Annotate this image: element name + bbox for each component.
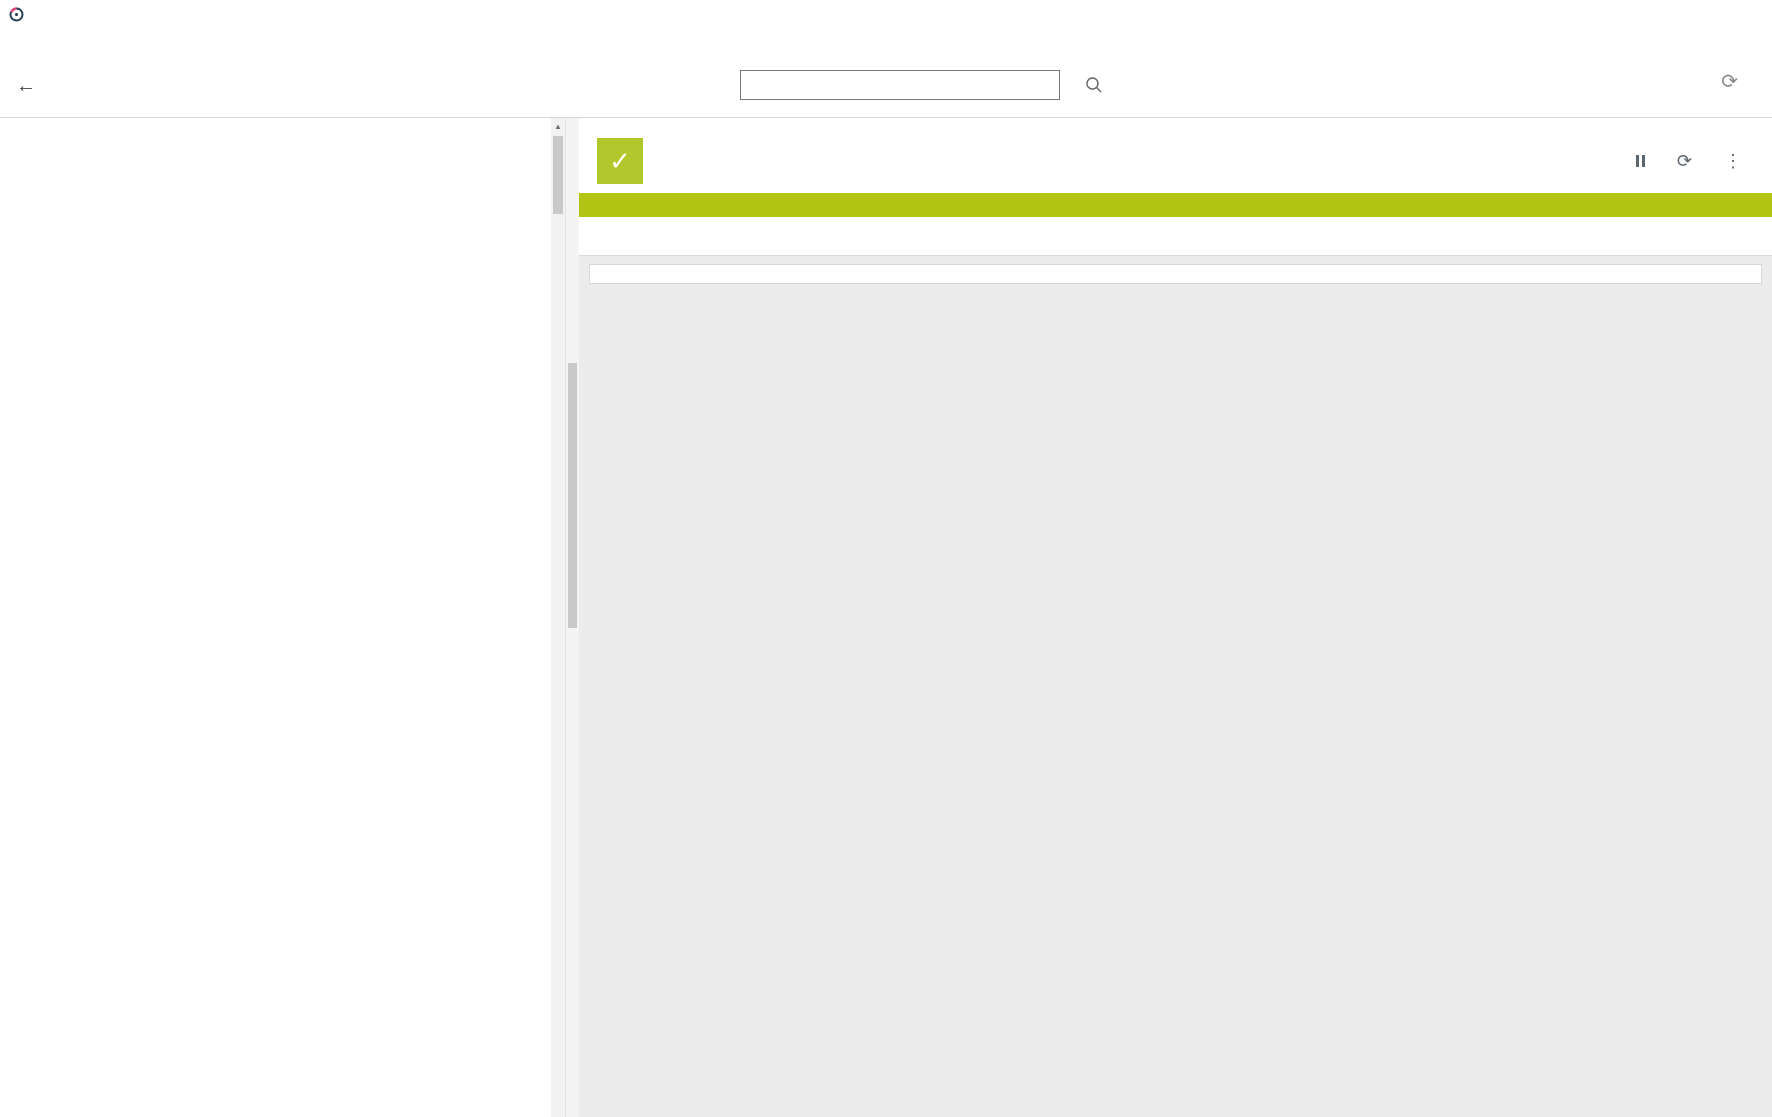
more-options-button[interactable]: ⋮ bbox=[1724, 151, 1742, 171]
header-row: ← ⟳ bbox=[0, 55, 1772, 118]
refresh-sensor-button[interactable]: ⟳ bbox=[1676, 151, 1692, 171]
main-scrollbar-thumb[interactable] bbox=[568, 363, 577, 628]
sensor-breadcrumb[interactable] bbox=[579, 118, 1772, 135]
close-button[interactable] bbox=[1726, 0, 1772, 28]
pause-button[interactable] bbox=[1635, 155, 1645, 167]
sidebar bbox=[0, 118, 102, 1117]
sensor-stats-bar bbox=[589, 264, 1762, 284]
tree-scrollbar-thumb[interactable] bbox=[553, 136, 563, 214]
search-icon[interactable] bbox=[1084, 75, 1104, 95]
sensor-header: ✓ ⟳ ⋮ bbox=[579, 135, 1772, 193]
app-icon bbox=[9, 6, 24, 22]
sensor-status-tile: ✓ bbox=[597, 138, 643, 184]
sensor-title bbox=[656, 153, 662, 169]
main-scrollbar[interactable] bbox=[566, 118, 579, 1117]
tree-scrollbar[interactable]: ▲ bbox=[551, 118, 565, 1117]
channel-table bbox=[589, 298, 1417, 1109]
main-panel: ✓ ⟳ ⋮ bbox=[566, 118, 1772, 1117]
refresh-all-icon[interactable]: ⟳ bbox=[1721, 71, 1738, 93]
menu-bar bbox=[0, 28, 1772, 55]
back-arrow-icon[interactable]: ← bbox=[16, 75, 36, 97]
maximize-button[interactable] bbox=[1680, 0, 1726, 28]
minimize-button[interactable] bbox=[1634, 0, 1680, 28]
scroll-up-icon[interactable]: ▲ bbox=[554, 122, 562, 131]
tab-bar bbox=[579, 217, 1772, 256]
last-message-banner bbox=[579, 193, 1772, 217]
device-tree-panel: ▲ bbox=[102, 118, 566, 1117]
search-input[interactable] bbox=[740, 70, 1060, 100]
title-bar bbox=[0, 0, 1772, 28]
graphs-panel bbox=[1425, 291, 1762, 1109]
